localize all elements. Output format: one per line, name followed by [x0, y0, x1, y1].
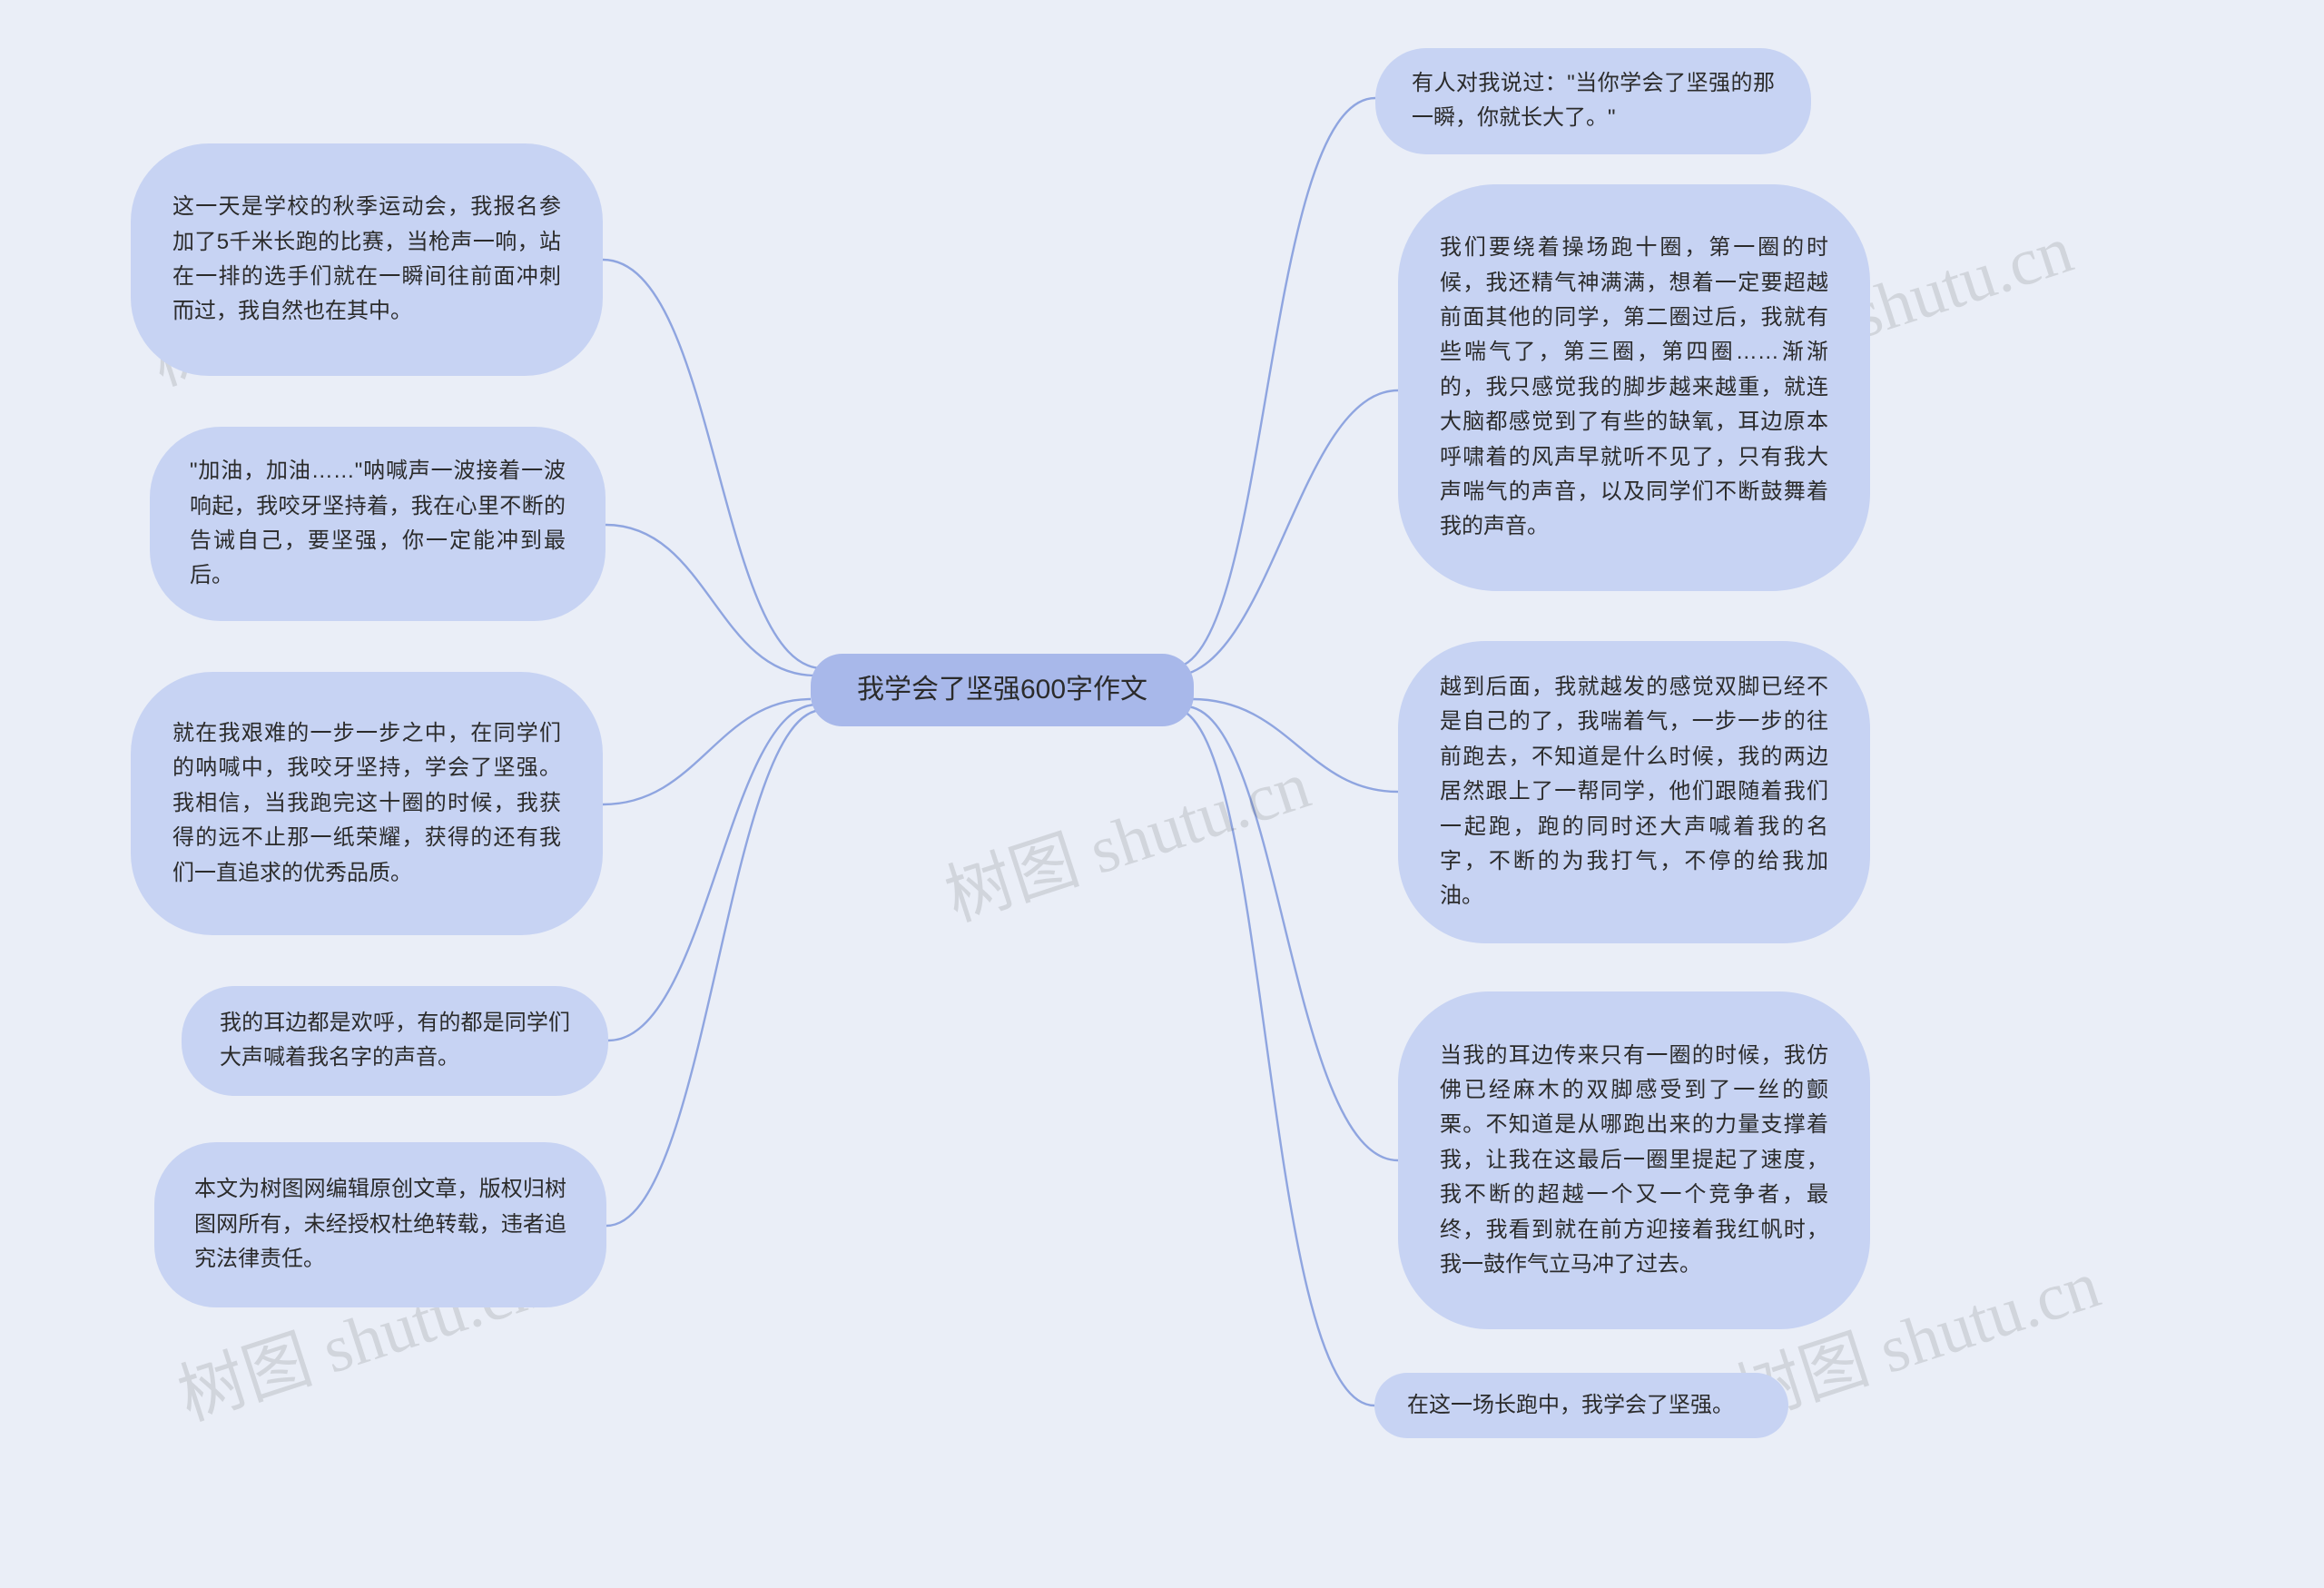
- edge-r1: [1171, 98, 1375, 668]
- branch-node-l5[interactable]: 本文为树图网编辑原创文章，版权归树图网所有，未经授权杜绝转载，违者追究法律责任。: [154, 1142, 606, 1307]
- branch-node-text: 这一天是学校的秋季运动会，我报名参加了5千米长跑的比赛，当枪声一响，站在一排的选…: [172, 190, 561, 330]
- edge-l5: [606, 710, 822, 1226]
- branch-node-l3[interactable]: 就在我艰难的一步一步之中，在同学们的呐喊中，我咬牙坚持，学会了坚强。我相信，当我…: [131, 672, 603, 935]
- branch-node-r1[interactable]: 有人对我说过："当你学会了坚强的那一瞬，你就长大了。": [1375, 48, 1811, 154]
- watermark: 树图 shutu.cn: [931, 731, 1320, 940]
- branch-node-l4[interactable]: 我的耳边都是欢呼，有的都是同学们大声喊着我名字的声音。: [182, 986, 608, 1096]
- branch-node-text: "加油，加油……"呐喊声一波接着一波响起，我咬牙坚持着，我在心里不断的告诫自己，…: [190, 454, 566, 594]
- branch-node-r5[interactable]: 在这一场长跑中，我学会了坚强。: [1374, 1373, 1788, 1438]
- branch-node-text: 我们要绕着操场跑十圈，第一圈的时候，我还精气神满满，想着一定要超越前面其他的同学…: [1440, 231, 1828, 545]
- branch-node-l1[interactable]: 这一天是学校的秋季运动会，我报名参加了5千米长跑的比赛，当枪声一响，站在一排的选…: [131, 143, 603, 376]
- edge-l4: [608, 705, 817, 1041]
- branch-node-text: 本文为树图网编辑原创文章，版权归树图网所有，未经授权杜绝转载，违者追究法律责任。: [194, 1172, 566, 1277]
- edge-l2: [606, 525, 815, 676]
- edge-l1: [603, 260, 822, 668]
- branch-node-r2[interactable]: 我们要绕着操场跑十圈，第一圈的时候，我还精气神满满，想着一定要超越前面其他的同学…: [1398, 184, 1870, 591]
- branch-node-text: 当我的耳边传来只有一圈的时候，我仿佛已经麻木的双脚感受到了一丝的颤栗。不知道是从…: [1440, 1039, 1828, 1283]
- edge-r2: [1171, 390, 1398, 676]
- branch-node-r3[interactable]: 越到后面，我就越发的感觉双脚已经不是自己的了，我喘着气，一步一步的往前跑去，不知…: [1398, 641, 1870, 943]
- branch-node-text: 有人对我说过："当你学会了坚强的那一瞬，你就长大了。": [1412, 66, 1775, 136]
- center-node-text: 我学会了坚强600字作文: [842, 668, 1163, 712]
- branch-node-r4[interactable]: 当我的耳边传来只有一圈的时候，我仿佛已经麻木的双脚感受到了一丝的颤栗。不知道是从…: [1398, 991, 1870, 1329]
- edge-l3: [603, 699, 811, 804]
- branch-node-text: 就在我艰难的一步一步之中，在同学们的呐喊中，我咬牙坚持，学会了坚强。我相信，当我…: [172, 716, 561, 891]
- mindmap-canvas: 树图 shutu.cn树图 shutu.cn树图 shutu.cn树图 shut…: [0, 0, 2324, 1588]
- branch-node-text: 越到后面，我就越发的感觉双脚已经不是自己的了，我喘着气，一步一步的往前跑去，不知…: [1440, 670, 1828, 914]
- edge-r4: [1185, 706, 1398, 1160]
- branch-node-text: 在这一场长跑中，我学会了坚强。: [1407, 1388, 1756, 1423]
- center-node[interactable]: 我学会了坚强600字作文: [811, 654, 1194, 726]
- branch-node-l2[interactable]: "加油，加油……"呐喊声一波接着一波响起，我咬牙坚持着，我在心里不断的告诫自己，…: [150, 427, 606, 621]
- edge-r3: [1192, 699, 1398, 792]
- edge-r5: [1173, 708, 1374, 1406]
- branch-node-text: 我的耳边都是欢呼，有的都是同学们大声喊着我名字的声音。: [220, 1006, 570, 1076]
